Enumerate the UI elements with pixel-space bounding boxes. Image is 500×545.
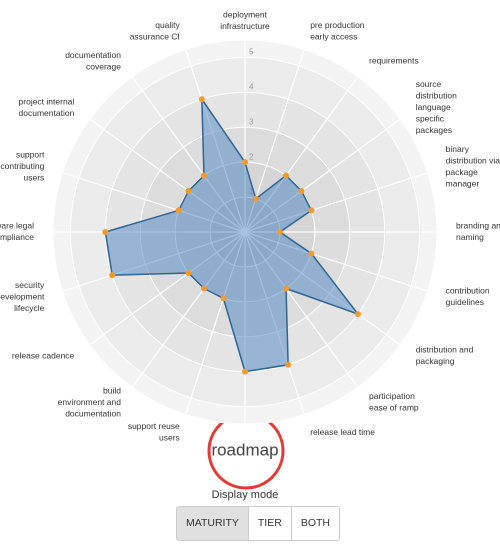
axis-label: documentation — [19, 108, 75, 118]
axis-label: pre production — [310, 20, 365, 30]
axis-label: guidelines — [446, 297, 484, 307]
data-point — [276, 229, 283, 235]
axis-label: packaging — [416, 356, 455, 366]
mode-button[interactable]: TIER — [247, 507, 291, 540]
axis-label: roadmap — [211, 440, 278, 459]
axis-label: packages — [416, 125, 452, 135]
axis-label: support reuse — [128, 421, 180, 431]
axis-label: security — [15, 280, 45, 290]
axis-label: release cadence — [12, 350, 75, 360]
axis-label: deployment — [223, 10, 268, 20]
axis-label: coverage — [86, 61, 121, 71]
display-mode-label: Display mode — [211, 489, 279, 501]
data-point — [200, 172, 207, 179]
axis-label: release lead time — [310, 427, 375, 437]
axis-label: branding and — [456, 221, 500, 231]
mode-button[interactable]: MATURITY — [177, 507, 248, 540]
data-point — [185, 187, 192, 194]
axis-label: binary — [446, 144, 470, 154]
data-point — [242, 159, 248, 166]
data-point — [283, 172, 290, 179]
axis-label: language — [416, 102, 451, 112]
axis-label: manager — [446, 178, 480, 188]
axis-label: users — [24, 173, 45, 183]
data-point — [298, 187, 305, 194]
axis-label: development — [0, 291, 45, 301]
mode-button[interactable]: BOTH — [290, 507, 339, 540]
axis-label: project internal — [19, 96, 75, 106]
axis-label: infrastructure — [220, 21, 270, 31]
axis-label: distribution via — [446, 155, 500, 165]
axis-label: distribution and — [416, 345, 474, 355]
axis-label: environment and — [58, 397, 122, 407]
axis-label: software legal — [0, 221, 34, 231]
r-tick-label: 4 — [249, 82, 254, 91]
axis-label: participation — [369, 391, 415, 401]
axis-label: documentation — [65, 50, 121, 60]
axis-label: early access — [310, 31, 357, 41]
axis-label: contributing — [0, 161, 44, 171]
data-point — [283, 285, 290, 292]
data-point — [198, 96, 205, 103]
data-point — [308, 207, 315, 214]
radar-chart: 12345deploymentinfrastructurepre product… — [0, 10, 500, 490]
data-point — [354, 311, 361, 318]
axis-label: compliance — [0, 232, 34, 242]
axis-label: documentation — [65, 408, 121, 418]
r-tick-label: 3 — [249, 117, 254, 126]
axis-label: build — [103, 385, 121, 395]
axis-label: ease of ramp — [369, 403, 419, 413]
data-point — [252, 195, 259, 202]
r-tick-label: 5 — [249, 48, 254, 57]
axis-label: quality — [155, 20, 180, 30]
data-point — [175, 207, 182, 214]
data-point — [220, 295, 227, 302]
data-point — [308, 250, 315, 257]
axis-label: contribution — [446, 286, 490, 296]
axis-label: specific — [416, 114, 445, 124]
axis-label: users — [159, 433, 180, 443]
data-point — [109, 272, 116, 279]
axis-label: package — [446, 167, 478, 177]
axis-label: source — [416, 79, 442, 89]
axis-label: distribution — [416, 91, 457, 101]
r-tick-label: 2 — [249, 152, 254, 161]
data-point — [102, 229, 109, 235]
data-point — [285, 361, 292, 368]
button-group: MATURITY TIER BOTH — [176, 506, 340, 541]
data-point — [242, 368, 248, 375]
axis-label: lifecycle — [14, 303, 45, 313]
axis-label: requirements — [369, 56, 419, 66]
axis-label: assurance CI — [130, 31, 180, 41]
data-point — [185, 270, 192, 277]
axis-label: support — [16, 150, 45, 160]
axis-label: naming — [456, 232, 484, 242]
data-point — [200, 285, 207, 292]
